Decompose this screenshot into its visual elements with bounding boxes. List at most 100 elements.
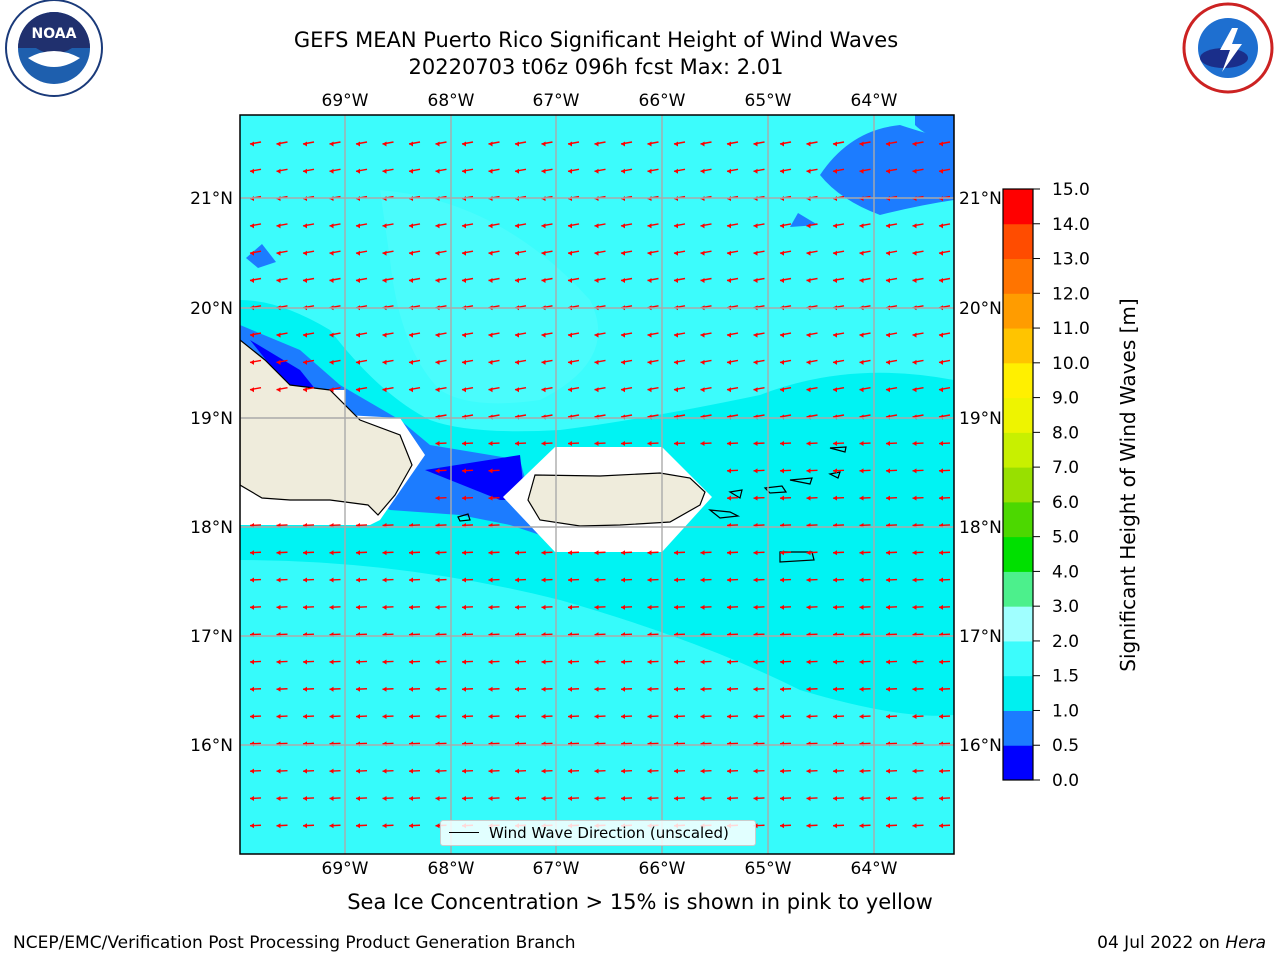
wind-wave-arrowhead (780, 250, 784, 256)
wind-wave-arrowhead (382, 686, 387, 692)
colorbar-tick-label: 5.0 (1052, 528, 1079, 548)
wind-wave-arrowhead (727, 141, 731, 147)
wind-wave-arrowhead (806, 223, 811, 229)
wind-wave-arrowhead (647, 223, 652, 229)
wind-wave-arrowhead (541, 659, 546, 665)
wind-wave-arrowhead (727, 223, 731, 229)
wind-wave-arrowhead (488, 659, 493, 665)
wind-wave-arrowhead (753, 168, 758, 174)
wind-wave-arrowhead (833, 359, 837, 365)
wind-wave-arrowhead (594, 332, 599, 338)
wind-wave-arrowhead (382, 223, 387, 229)
wind-wave-arrowhead (409, 332, 413, 338)
wind-wave-arrowhead (647, 550, 652, 556)
wind-wave-arrowhead (780, 468, 784, 474)
wind-wave-arrowhead (515, 714, 519, 720)
wind-wave-arrowhead (250, 359, 254, 365)
wind-wave-arrowhead (859, 604, 864, 610)
wind-wave-arrowhead (409, 823, 413, 829)
colorbar-segment (1003, 710, 1033, 746)
wind-wave-arrowhead (753, 359, 758, 365)
wind-wave-arrowhead (833, 278, 837, 283)
wind-wave-arrowhead (435, 823, 440, 829)
wind-wave-arrowhead (939, 768, 943, 774)
wind-wave-arrowhead (435, 550, 440, 556)
wind-wave-arrowhead (329, 387, 334, 393)
wind-wave-arrowhead (276, 332, 281, 338)
lon-label: 67°W (533, 859, 580, 879)
colorbar-frame (1002, 188, 1034, 781)
wind-wave-arrowhead (753, 659, 758, 665)
wind-wave-arrowhead (488, 577, 493, 583)
wind-wave-arrowhead (753, 768, 758, 774)
wind-wave-arrowhead (303, 714, 307, 720)
wind-wave-arrowhead (700, 223, 705, 229)
wind-wave-arrowhead (727, 686, 731, 692)
wind-wave-arrowhead (753, 141, 758, 147)
wind-wave-arrowhead (886, 441, 890, 447)
wind-wave-arrowhead (541, 250, 546, 256)
graticule (240, 115, 954, 854)
wind-wave-arrowhead (939, 714, 943, 720)
colorbar (1003, 189, 1033, 781)
wind-wave-arrowhead (541, 332, 546, 338)
wind-wave-arrowhead (382, 359, 387, 365)
wind-wave-arrowhead (250, 250, 254, 256)
wind-wave-arrowhead (409, 168, 413, 174)
wind-wave-arrowhead (939, 823, 943, 829)
wind-wave-arrowhead (250, 387, 254, 393)
wind-wave-arrowhead (939, 223, 943, 229)
wind-wave-arrowhead (541, 168, 546, 174)
lon-label: 65°W (745, 91, 792, 111)
wind-wave-arrowhead (594, 141, 599, 147)
wind-wave-arrowhead (700, 250, 705, 256)
wind-wave-arrowhead (912, 359, 917, 365)
wind-wave-arrowhead (329, 577, 334, 583)
wind-wave-arrowhead (462, 359, 466, 365)
colorbar-segment (1003, 397, 1033, 433)
wind-wave-arrowhead (488, 550, 493, 556)
colorbar-tick-label: 1.5 (1052, 667, 1079, 687)
wind-wave-arrowhead (462, 659, 466, 665)
wind-wave-arrowhead (674, 141, 678, 147)
wind-wave-arrowhead (886, 332, 890, 338)
wind-wave-arrowhead (806, 359, 811, 365)
wind-wave-arrowhead (806, 714, 811, 720)
wind-wave-arrowhead (806, 468, 811, 474)
colorbar-tick-label: 4.0 (1052, 562, 1079, 582)
wind-wave-arrowhead (329, 823, 334, 829)
wind-wave-arrowhead (435, 441, 440, 447)
wind-wave-arrowhead (276, 168, 281, 174)
wind-wave-arrowhead (488, 441, 493, 447)
wind-wave-arrowhead (435, 141, 440, 147)
wind-wave-arrowhead (462, 795, 466, 801)
wind-wave-arrowhead (859, 468, 864, 474)
wind-wave-arrowhead (515, 659, 519, 665)
wind-wave-arrowhead (462, 168, 466, 174)
wind-wave-arrowhead (409, 577, 413, 583)
wind-wave-arrowhead (568, 278, 572, 283)
wind-wave-arrowhead (276, 359, 281, 365)
wind-wave-arrowhead (594, 795, 599, 801)
wind-wave-arrowhead (912, 823, 917, 829)
lon-label: 65°W (745, 859, 792, 879)
wind-wave-arrowhead (647, 250, 652, 256)
wind-wave-arrowhead (621, 714, 625, 720)
wind-wave-arrowhead (833, 686, 837, 692)
wind-wave-arrowhead (382, 714, 387, 720)
colorbar-tick-label: 15.0 (1052, 180, 1090, 200)
land-hispaniola (240, 339, 413, 516)
wind-wave-arrowhead (833, 659, 837, 665)
wind-wave-arrowhead (356, 141, 360, 147)
wind-wave-arrowhead (727, 604, 731, 610)
wind-wave-arrowhead (753, 278, 758, 283)
wind-wave-arrowhead (780, 714, 784, 720)
lon-label: 67°W (533, 91, 580, 111)
wind-wave-arrowhead (912, 278, 917, 283)
colorbar-tick-label: 3.0 (1052, 597, 1079, 617)
wind-wave-arrowhead (727, 577, 731, 583)
wind-wave-arrowhead (276, 387, 281, 393)
wind-wave-arrowhead (435, 468, 440, 474)
wind-wave-arrowhead (833, 250, 837, 256)
wind-wave-arrowhead (488, 359, 493, 365)
